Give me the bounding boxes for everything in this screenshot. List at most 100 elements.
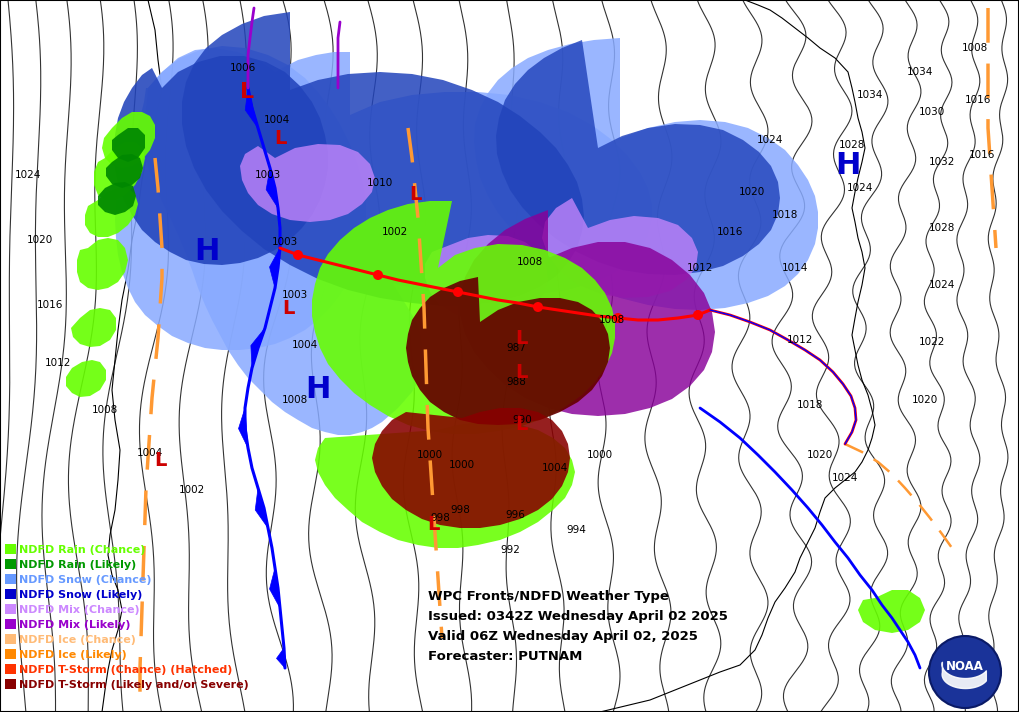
Polygon shape <box>270 568 280 608</box>
Text: 1028: 1028 <box>928 223 955 233</box>
Text: 998: 998 <box>430 513 450 523</box>
Polygon shape <box>112 128 145 162</box>
Text: H: H <box>195 238 220 266</box>
Text: 1012: 1012 <box>687 263 713 273</box>
Polygon shape <box>270 248 280 288</box>
Text: WPC Fronts/NDFD Weather Type: WPC Fronts/NDFD Weather Type <box>428 590 668 603</box>
Polygon shape <box>496 40 780 275</box>
Text: 1024: 1024 <box>847 183 873 193</box>
Text: NDFD Snow (Chance): NDFD Snow (Chance) <box>19 575 152 585</box>
Circle shape <box>693 310 703 320</box>
Polygon shape <box>255 488 268 528</box>
Polygon shape <box>425 235 548 322</box>
Polygon shape <box>85 188 138 237</box>
Text: NDFD Mix (Likely): NDFD Mix (Likely) <box>19 620 130 630</box>
Polygon shape <box>460 210 715 416</box>
Text: NDFD Ice (Chance): NDFD Ice (Chance) <box>19 635 136 645</box>
Polygon shape <box>102 0 875 712</box>
Text: 1020: 1020 <box>807 450 834 460</box>
Text: 1004: 1004 <box>264 115 290 125</box>
Circle shape <box>453 287 463 297</box>
Polygon shape <box>251 328 265 368</box>
Text: 1010: 1010 <box>367 178 393 188</box>
Polygon shape <box>238 408 248 448</box>
Polygon shape <box>66 360 106 397</box>
Text: 1004: 1004 <box>137 448 163 458</box>
Polygon shape <box>182 12 584 306</box>
Polygon shape <box>144 48 422 435</box>
Text: 1000: 1000 <box>449 460 475 470</box>
Polygon shape <box>406 277 610 425</box>
Text: 1003: 1003 <box>255 170 281 180</box>
Text: 1003: 1003 <box>272 237 299 247</box>
Text: 1000: 1000 <box>587 450 613 460</box>
Text: L: L <box>282 298 294 318</box>
Text: 998: 998 <box>450 505 470 515</box>
Polygon shape <box>115 46 366 350</box>
Bar <box>5 664 16 674</box>
Text: NDFD T-Storm (Likely and/or Severe): NDFD T-Storm (Likely and/or Severe) <box>19 680 249 690</box>
Text: 987: 987 <box>506 343 526 353</box>
Text: 1020: 1020 <box>26 235 53 245</box>
Bar <box>5 544 16 554</box>
Text: 1020: 1020 <box>739 187 765 197</box>
Polygon shape <box>240 144 375 222</box>
Text: H: H <box>306 375 331 404</box>
Polygon shape <box>235 52 652 296</box>
Text: L: L <box>154 451 166 469</box>
Text: 992: 992 <box>500 545 520 555</box>
Text: Forecaster: PUTNAM: Forecaster: PUTNAM <box>428 650 583 663</box>
Text: 1008: 1008 <box>599 315 625 325</box>
Text: 1008: 1008 <box>282 395 308 405</box>
Text: 994: 994 <box>567 525 586 535</box>
Text: 990: 990 <box>513 415 532 425</box>
Polygon shape <box>276 648 285 668</box>
Text: NDFD T-Storm (Chance) (Hatched): NDFD T-Storm (Chance) (Hatched) <box>19 665 232 675</box>
Bar <box>5 589 16 599</box>
Polygon shape <box>542 198 698 298</box>
Text: NOAA: NOAA <box>946 661 984 674</box>
Text: 1024: 1024 <box>832 473 858 483</box>
Text: 1022: 1022 <box>919 337 946 347</box>
Text: L: L <box>409 186 421 204</box>
Text: 1008: 1008 <box>92 405 118 415</box>
Polygon shape <box>474 38 818 310</box>
Text: L: L <box>515 416 527 434</box>
Text: 1018: 1018 <box>797 400 823 410</box>
Text: 1004: 1004 <box>291 340 318 350</box>
Text: 1024: 1024 <box>15 170 41 180</box>
Text: 1003: 1003 <box>282 290 308 300</box>
Text: 1004: 1004 <box>542 463 569 473</box>
Text: L: L <box>515 328 527 347</box>
Text: 988: 988 <box>506 377 526 387</box>
Circle shape <box>373 270 383 280</box>
Text: 1016: 1016 <box>969 150 996 160</box>
Text: 1016: 1016 <box>37 300 63 310</box>
Bar <box>5 679 16 689</box>
Polygon shape <box>102 112 155 168</box>
Text: 1006: 1006 <box>230 63 256 73</box>
Text: NDFD Rain (Chance): NDFD Rain (Chance) <box>19 545 146 555</box>
Polygon shape <box>77 238 128 290</box>
Bar <box>5 574 16 584</box>
Polygon shape <box>114 56 328 265</box>
Bar <box>5 604 16 614</box>
Text: 996: 996 <box>505 510 525 520</box>
Text: 1008: 1008 <box>962 43 988 53</box>
Text: Issued: 0342Z Wednesday April 02 2025: Issued: 0342Z Wednesday April 02 2025 <box>428 610 728 623</box>
Text: 1018: 1018 <box>771 210 798 220</box>
Text: NDFD Rain (Likely): NDFD Rain (Likely) <box>19 560 137 570</box>
Text: 1032: 1032 <box>928 157 955 167</box>
Text: 1034: 1034 <box>907 67 933 77</box>
Text: NDFD Snow (Likely): NDFD Snow (Likely) <box>19 590 143 600</box>
Text: NDFD Mix (Chance): NDFD Mix (Chance) <box>19 605 140 615</box>
Bar <box>5 634 16 644</box>
Bar <box>5 649 16 659</box>
Text: 1024: 1024 <box>928 280 955 290</box>
Text: L: L <box>239 82 254 102</box>
Text: NDFD Ice (Likely): NDFD Ice (Likely) <box>19 650 126 660</box>
Text: L: L <box>427 515 439 535</box>
Text: 1000: 1000 <box>417 450 443 460</box>
Text: 1030: 1030 <box>919 107 946 117</box>
Polygon shape <box>312 201 615 434</box>
